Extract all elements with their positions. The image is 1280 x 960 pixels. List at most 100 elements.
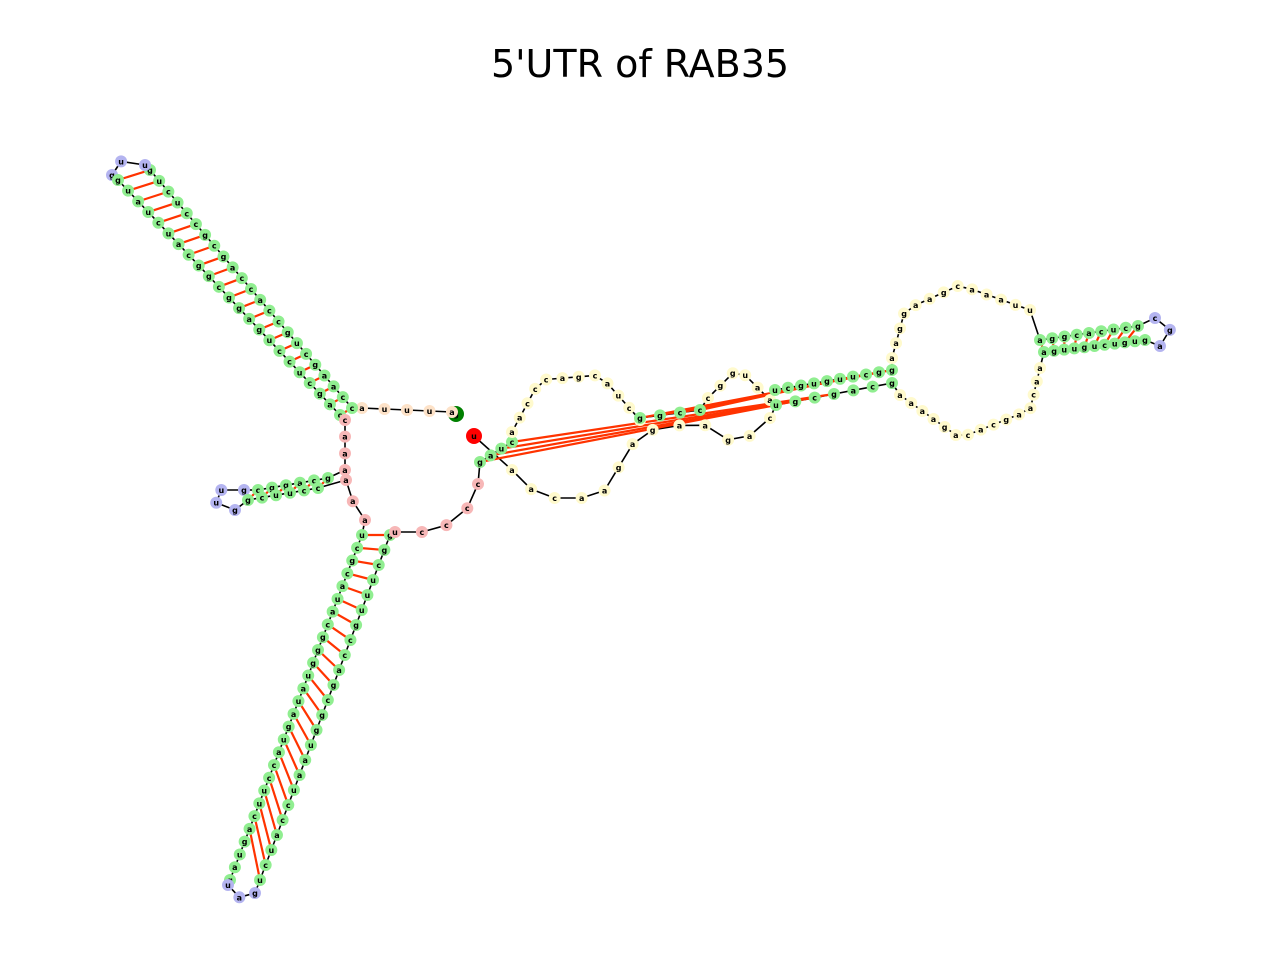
nucleotide-marker [951,280,964,293]
nucleotide: a [293,769,306,781]
nucleotide: c [321,694,334,706]
nucleotide-marker [270,829,283,841]
nucleotide: g [192,259,205,272]
nucleotide: g [726,367,739,380]
nucleotide: c [208,239,221,252]
nucleotide-letter: c [304,350,309,359]
nucleotide: g [714,379,727,392]
nucleotide-marker [714,379,727,392]
nucleotide: c [548,492,561,504]
nucleotide-marker [223,291,235,304]
nucleotide-marker [1163,323,1176,336]
nucleotide: a [339,430,351,443]
nucleotide-marker [132,195,145,208]
nucleotide-letter: a [767,396,772,405]
nucleotide: a [894,389,906,401]
nucleotide-marker [898,307,911,320]
nucleotide: u [254,874,266,886]
nucleotide: g [229,504,241,516]
nucleotide-marker [226,261,239,274]
nucleotide-marker [361,589,374,601]
nucleotide-marker [300,347,313,360]
nucleotide-letter: u [268,846,274,855]
nucleotide-letter: a [342,433,347,442]
nucleotide-letter: c [252,812,257,821]
base-pair-bond [287,726,307,761]
nucleotide: g [346,554,359,567]
nucleotide-marker [372,559,385,571]
nucleotide-marker [208,239,221,252]
nucleotide-letter: c [316,484,321,493]
nucleotide-marker [359,514,371,526]
nucleotide-marker [1078,341,1091,354]
nucleotide-marker [263,304,276,317]
nucleotide-letter: u [257,876,263,885]
nucleotide: u [304,739,317,751]
nucleotide: u [171,196,184,209]
nucleotide: u [265,844,278,856]
base-pair-bond [263,790,279,836]
nucleotide-letter: a [449,408,454,417]
nucleotide-marker [210,496,223,509]
nucleotide-letter: g [381,546,387,555]
nucleotide-marker [440,519,453,532]
nucleotide: a [336,580,349,593]
nucleotide: a [513,411,526,424]
nucleotide: g [327,679,340,691]
nucleotide-marker [588,369,601,382]
nucleotide-letter: u [291,786,297,795]
nucleotide: g [1058,330,1071,343]
nucleotide: a [233,891,246,904]
nucleotide: c [987,418,1000,431]
nucleotide-letter: c [267,307,272,316]
nucleotide: u [302,669,315,682]
nucleotide-marker [277,733,290,746]
nucleotide: a [1034,334,1046,346]
nucleotide: g [1046,332,1059,345]
nucleotide-marker [233,848,246,861]
nucleotide-letter: g [147,166,153,175]
nucleotide: c [808,391,821,404]
nucleotide-letter: a [1037,364,1042,373]
nucleotide-marker [284,486,296,499]
nucleotide-letter: u [615,392,621,401]
nucleotide-letter: g [792,397,798,406]
nucleotide: c [298,484,310,497]
nucleotide: u [1088,340,1101,352]
nucleotide-letter: g [824,377,830,386]
nucleotide-marker [769,384,781,396]
nucleotide: a [287,707,300,720]
nucleotide-marker [1118,336,1131,349]
nucleotide-letter: g [286,723,292,732]
nucleotide-letter: c [420,528,425,537]
nucleotide: a [916,405,929,418]
nucleotide-marker [356,402,368,414]
nucleotide: c [283,355,296,368]
nucleotide-letter: c [280,816,285,825]
nucleotide: g [309,358,322,371]
nucleotide: a [270,829,283,841]
nucleotide: a [299,754,312,766]
nucleotide: a [974,423,987,436]
nucleotide-letter: g [319,711,325,720]
nucleotide: g [312,644,324,656]
nucleotide-letter: g [637,414,643,423]
nucleotide-marker [1048,344,1061,357]
nucleotide-letter: c [525,399,530,408]
nucleotide-letter: g [109,171,115,180]
nucleotide: g [378,544,391,556]
nucleotide: g [322,472,334,484]
nucleotide-marker [1034,362,1046,374]
nucleotide-letter: c [307,379,312,388]
nucleotide-letter: c [263,861,268,870]
nucleotide-layer: gauuuaccaagcugccaccagcgccucuguugguaucuac… [106,155,1176,904]
nucleotide-marker [351,541,364,554]
base-pair-bond [268,777,284,821]
nucleotide-letter: c [312,476,317,485]
nucleotide: c [1119,321,1132,334]
nucleotide-letter: g [256,326,262,335]
nucleotide: u [739,369,752,382]
nucleotide: a [980,288,993,301]
nucleotide-letter: c [355,544,360,553]
nucleotide: u [1009,298,1022,311]
